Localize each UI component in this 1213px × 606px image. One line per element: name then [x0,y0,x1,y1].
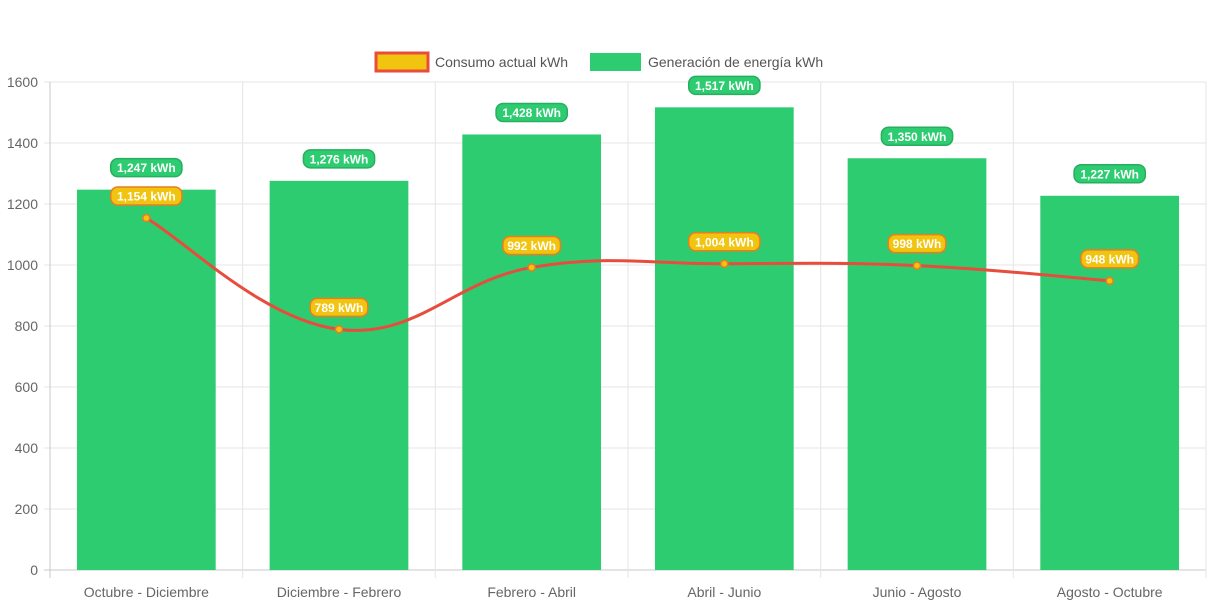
line-value-label: 948 kWh [1080,249,1140,269]
y-tick-label: 0 [30,562,38,578]
y-tick-label: 1000 [7,257,38,273]
bar-value-label-bg [495,102,569,123]
line-point[interactable] [142,213,151,223]
line-series [142,213,1114,334]
legend-label-consumo: Consumo actual kWh [435,54,568,70]
x-tick-label: Diciembre - Febrero [277,584,402,600]
bar-value-label-text: 1,517 kWh [695,79,754,93]
line-value-label: 992 kWh [502,235,562,256]
line-value-label-text: 1,004 kWh [695,235,754,249]
line-value-label-text: 948 kWh [1085,252,1134,266]
series-line [145,216,1110,332]
y-tick-label: 600 [15,379,39,395]
line-value-label-bg [887,233,947,254]
line-value-label: 998 kWh [887,233,947,254]
y-tick-label: 200 [15,501,39,517]
line-value-label-text: 1,154 kWh [117,190,176,204]
line-value-label-text: 992 kWh [507,239,556,253]
data-labels: 1,247 kWh 1,276 kWh 1,428 kWh 1,517 kWh 1,35… [109,75,1147,318]
legend-item-generacion[interactable]: Generación de energía kWh [590,53,823,71]
line-point[interactable] [527,263,536,272]
bar-value-label-text: 1,350 kWh [888,130,947,144]
bar-value-label: 1,227 kWh [1073,164,1147,184]
line-value-label: 789 kWh [309,297,369,318]
bar-value-label: 1,276 kWh [302,149,376,169]
bar-value-label: 1,428 kWh [495,102,569,123]
bar-value-label-bg [109,157,183,178]
bar-value-label-bg [687,75,761,96]
line-value-label-bg [1080,249,1140,269]
line-point[interactable] [1105,276,1114,286]
x-tick-label: Febrero - Abril [487,584,576,600]
bar[interactable] [462,134,602,570]
y-tick-label: 1200 [7,196,38,212]
bar-value-label-text: 1,247 kWh [117,161,176,175]
legend-swatch-generacion [590,53,641,71]
x-tick-label: Agosto - Octubre [1057,584,1163,600]
bar[interactable] [76,189,216,571]
bar-value-label-text: 1,227 kWh [1080,167,1139,181]
line-value-label-bg [687,232,761,252]
line-value-label-bg [109,186,183,206]
bar-value-label-bg [1073,164,1147,184]
bar-value-label-bg [880,126,954,146]
bar-value-label-bg [302,149,376,169]
line-value-label-text: 998 kWh [893,237,942,251]
bar[interactable] [269,180,409,570]
line-value-label-bg [502,235,562,256]
line-point[interactable] [912,261,922,270]
x-tick-label: Abril - Junio [687,584,761,600]
bar-value-label: 1,247 kWh [109,157,183,178]
legend-label-generacion: Generación de energía kWh [648,54,823,70]
x-tick-label: Junio - Agosto [873,584,962,600]
line-point[interactable] [334,325,344,334]
line-value-label: 1,004 kWh [687,232,761,252]
bar-value-label: 1,517 kWh [687,75,761,96]
bar[interactable] [847,158,987,570]
line-value-label: 1,154 kWh [109,186,183,206]
y-axis: 0 200 400 600 800 1000 1200 1400 1600 [7,74,38,578]
legend-swatch-consumo [374,51,430,73]
bar-value-label-text: 1,276 kWh [310,152,369,166]
x-axis: Octubre - Diciembre Diciembre - Febrero Fe… [84,584,1163,600]
y-tick-label: 1600 [7,74,38,90]
line-value-label-text: 789 kWh [315,301,364,315]
line-value-label-bg [309,297,369,318]
y-tick-label: 400 [15,440,39,456]
y-tick-label: 1400 [7,135,38,151]
bar-series [76,107,1180,571]
line-point[interactable] [720,259,729,269]
bar-value-label-text: 1,428 kWh [502,106,561,120]
bar[interactable] [654,107,794,570]
legend: Consumo actual kWh Generación de energía… [374,51,823,73]
legend-item-consumo[interactable]: Consumo actual kWh [374,51,568,73]
x-tick-label: Octubre - Diciembre [84,584,209,600]
y-tick-label: 800 [15,318,39,334]
bar-value-label: 1,350 kWh [880,126,954,146]
grid-lines [44,81,1207,578]
